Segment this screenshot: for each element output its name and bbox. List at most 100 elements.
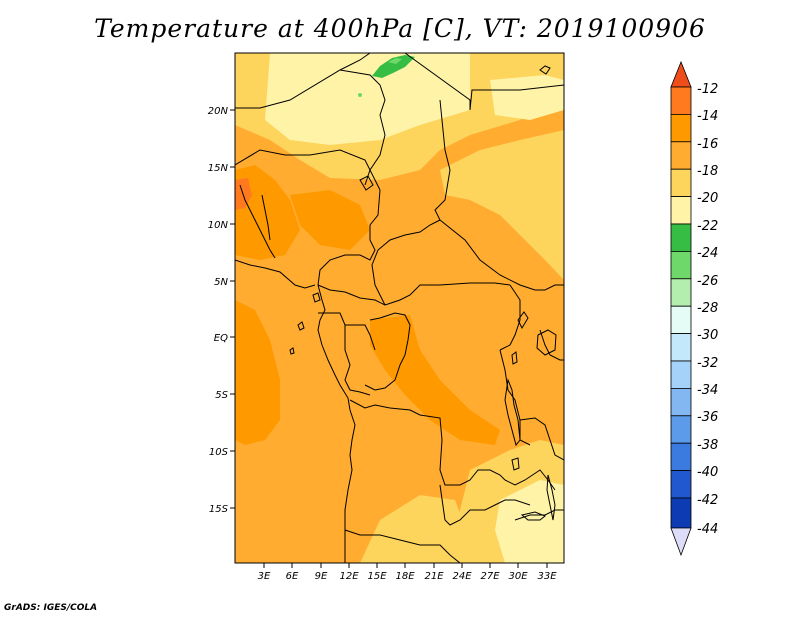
- colorbar-segment: [670, 196, 692, 225]
- colorbar-segment: [670, 497, 692, 529]
- border-line: [339, 69, 386, 186]
- colorbar-bottom-arrow: [670, 527, 692, 557]
- lat-label: 10N: [208, 220, 229, 231]
- border-line: [439, 484, 531, 526]
- colorbar-label: -14: [697, 109, 718, 124]
- border-line: [349, 399, 506, 486]
- lon-label: 9E: [315, 571, 328, 582]
- lon-label: 3E: [258, 571, 271, 582]
- lake-albert: [517, 311, 529, 330]
- border-line: [519, 417, 564, 461]
- lake-kariba: [520, 511, 546, 521]
- border-line: [344, 325, 371, 396]
- field-warm-coast: [235, 300, 280, 445]
- colorbar-segment: [670, 415, 692, 444]
- border-line: [535, 284, 564, 291]
- border-line: [539, 329, 564, 361]
- lon-label: 30E: [508, 571, 528, 582]
- colorbar-segment: [670, 387, 692, 417]
- coastline: [317, 284, 356, 530]
- colorbar-label: -24: [697, 246, 718, 261]
- lon-label: 27E: [480, 571, 500, 582]
- lake-kivu: [511, 351, 518, 365]
- lat-label: 15S: [209, 504, 229, 515]
- lon-axis: 3E 6E 9E 12E 15E 18E 21E 24E 27E 30E 33E: [258, 563, 557, 582]
- lake-tanganyika: [504, 378, 521, 447]
- lat-label: 5S: [215, 390, 228, 401]
- field-cold-south: [495, 480, 564, 563]
- lat-label: 5N: [214, 277, 228, 288]
- colorbar-segment: [670, 333, 692, 362]
- lake-victoria: [536, 329, 557, 356]
- coastline: [261, 194, 271, 241]
- colorbar-top-arrow: [670, 60, 692, 88]
- island: [297, 321, 305, 331]
- lake-chad: [359, 175, 374, 191]
- colorbar-segment: [670, 141, 692, 170]
- field-cool-southwest: [360, 495, 470, 563]
- country-borders: [235, 53, 564, 563]
- colorbar-label: -32: [697, 356, 718, 371]
- colorbar-segment: [670, 305, 692, 335]
- border-line: [514, 509, 564, 521]
- lat-label: EQ: [214, 333, 228, 344]
- field-green-patch: [372, 55, 415, 78]
- island: [289, 347, 295, 355]
- lon-label: 21E: [424, 571, 444, 582]
- colorbar-label: -38: [697, 438, 718, 453]
- border-line: [434, 99, 451, 221]
- lat-axis: 20N 15N 10N 5N EQ 5S 10S 15S: [208, 106, 235, 515]
- colorbar-segment: [670, 223, 692, 252]
- colorbar-label: -20: [697, 191, 718, 206]
- colorbar-segment: [670, 86, 692, 115]
- lon-label: 6E: [286, 571, 299, 582]
- colorbar-label: -34: [697, 383, 718, 398]
- island: [312, 292, 321, 303]
- field-cold-north: [265, 53, 470, 145]
- border-line: [499, 284, 521, 351]
- colorbar-segment: [670, 442, 692, 472]
- border-line: [371, 219, 441, 306]
- field-green-dot: [358, 93, 362, 97]
- footer-credit: GrADS: IGES/COLA: [4, 603, 98, 613]
- coastline: [235, 259, 316, 289]
- colorbar-label: -36: [697, 410, 718, 425]
- lon-label: 33E: [537, 571, 557, 582]
- lake-red-sea-coast: [539, 65, 551, 75]
- colorbar-segment: [670, 168, 692, 197]
- lon-label: 24E: [452, 571, 472, 582]
- colorbar-label: -30: [697, 328, 718, 343]
- lon-label: 15E: [367, 571, 387, 582]
- lat-label: 20N: [208, 106, 229, 117]
- map-title: Temperature at 400hPa [C], VT: 201910090…: [94, 14, 706, 43]
- coastline: [239, 184, 276, 259]
- lon-label: 12E: [339, 571, 359, 582]
- field-warm-center: [290, 190, 370, 250]
- temperature-field: [235, 53, 564, 563]
- border-line: [235, 149, 381, 191]
- field-warm-congo: [370, 315, 500, 445]
- map-frame: [234, 52, 565, 564]
- lake-malawi: [546, 474, 556, 521]
- colorbar-segment: [670, 470, 692, 499]
- colorbar-label: -28: [697, 301, 718, 316]
- colorbar-label: -22: [697, 219, 718, 234]
- colorbar-label: -18: [697, 164, 718, 179]
- field-cool-northeast: [440, 130, 564, 280]
- lon-label: 18E: [395, 571, 415, 582]
- field-cold-east: [490, 75, 564, 120]
- field-warm-west: [235, 165, 300, 260]
- border-line: [318, 312, 376, 351]
- border-line: [384, 282, 511, 306]
- colorbar-segment: [670, 250, 692, 280]
- border-line: [404, 53, 564, 111]
- colorbar-segment: [670, 278, 692, 307]
- border-line: [317, 189, 381, 286]
- colorbar-label: -40: [697, 465, 718, 480]
- colorbar-label: -44: [697, 522, 718, 537]
- lat-label: 10S: [209, 447, 229, 458]
- lake-mweru: [511, 457, 520, 471]
- colorbar: -12 -14 -16 -18 -20 -22 -24 -26 -28 -30 …: [670, 60, 718, 557]
- border-line: [344, 529, 461, 563]
